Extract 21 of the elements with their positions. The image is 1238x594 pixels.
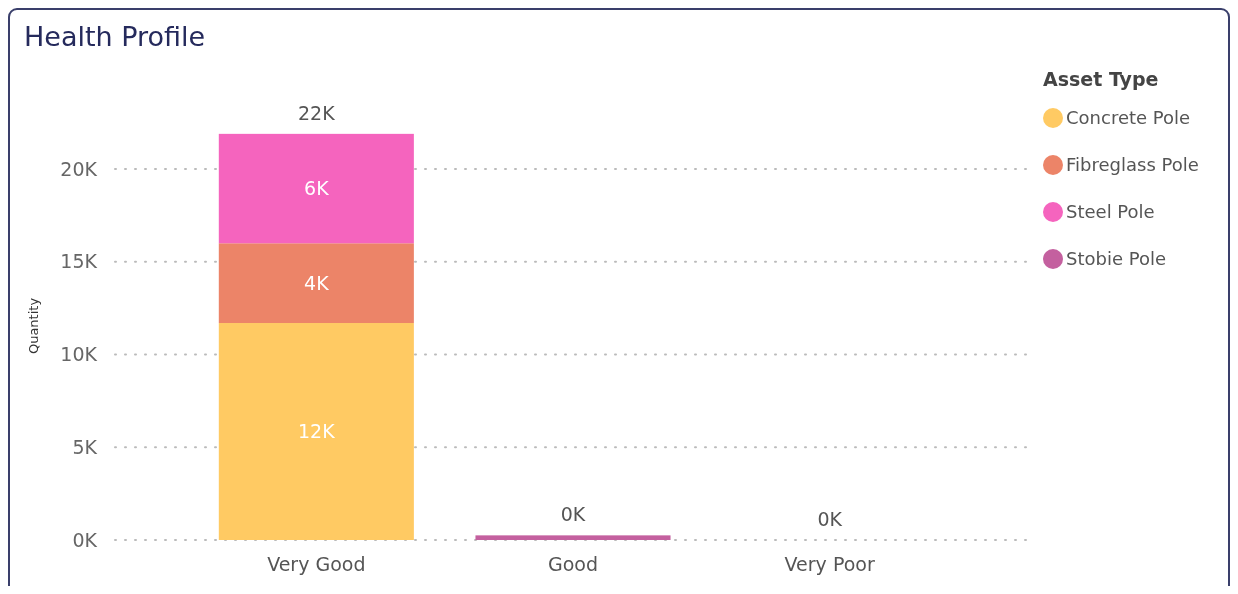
legend-label: Fibreglass Pole	[1066, 154, 1199, 176]
data-label: 4K	[304, 271, 330, 294]
y-tick-label: 15K	[60, 250, 98, 273]
legend-label: Stobie Pole	[1066, 248, 1167, 270]
y-tick-label: 5K	[72, 435, 98, 458]
y-tick-label: 10K	[60, 343, 98, 366]
total-label: 0K	[560, 503, 586, 526]
data-label: 6K	[304, 177, 330, 200]
total-label: 0K	[817, 508, 843, 530]
x-tick-label: Very Poor	[784, 553, 875, 575]
y-axis-title: Quantity	[26, 297, 41, 355]
total-label: 22K	[298, 101, 336, 124]
chart-title: Health Profile	[24, 21, 206, 52]
y-tick-label: 20K	[60, 157, 98, 180]
legend-label: Concrete Pole	[1066, 107, 1191, 129]
legend-title: Asset Type	[1043, 68, 1159, 90]
y-tick-label: 0K	[72, 528, 98, 551]
x-tick-label: Good	[547, 553, 599, 575]
legend-label: Steel Pole	[1066, 201, 1155, 223]
x-tick-label: Very Good	[267, 553, 366, 575]
data-label: 12K	[298, 420, 336, 443]
